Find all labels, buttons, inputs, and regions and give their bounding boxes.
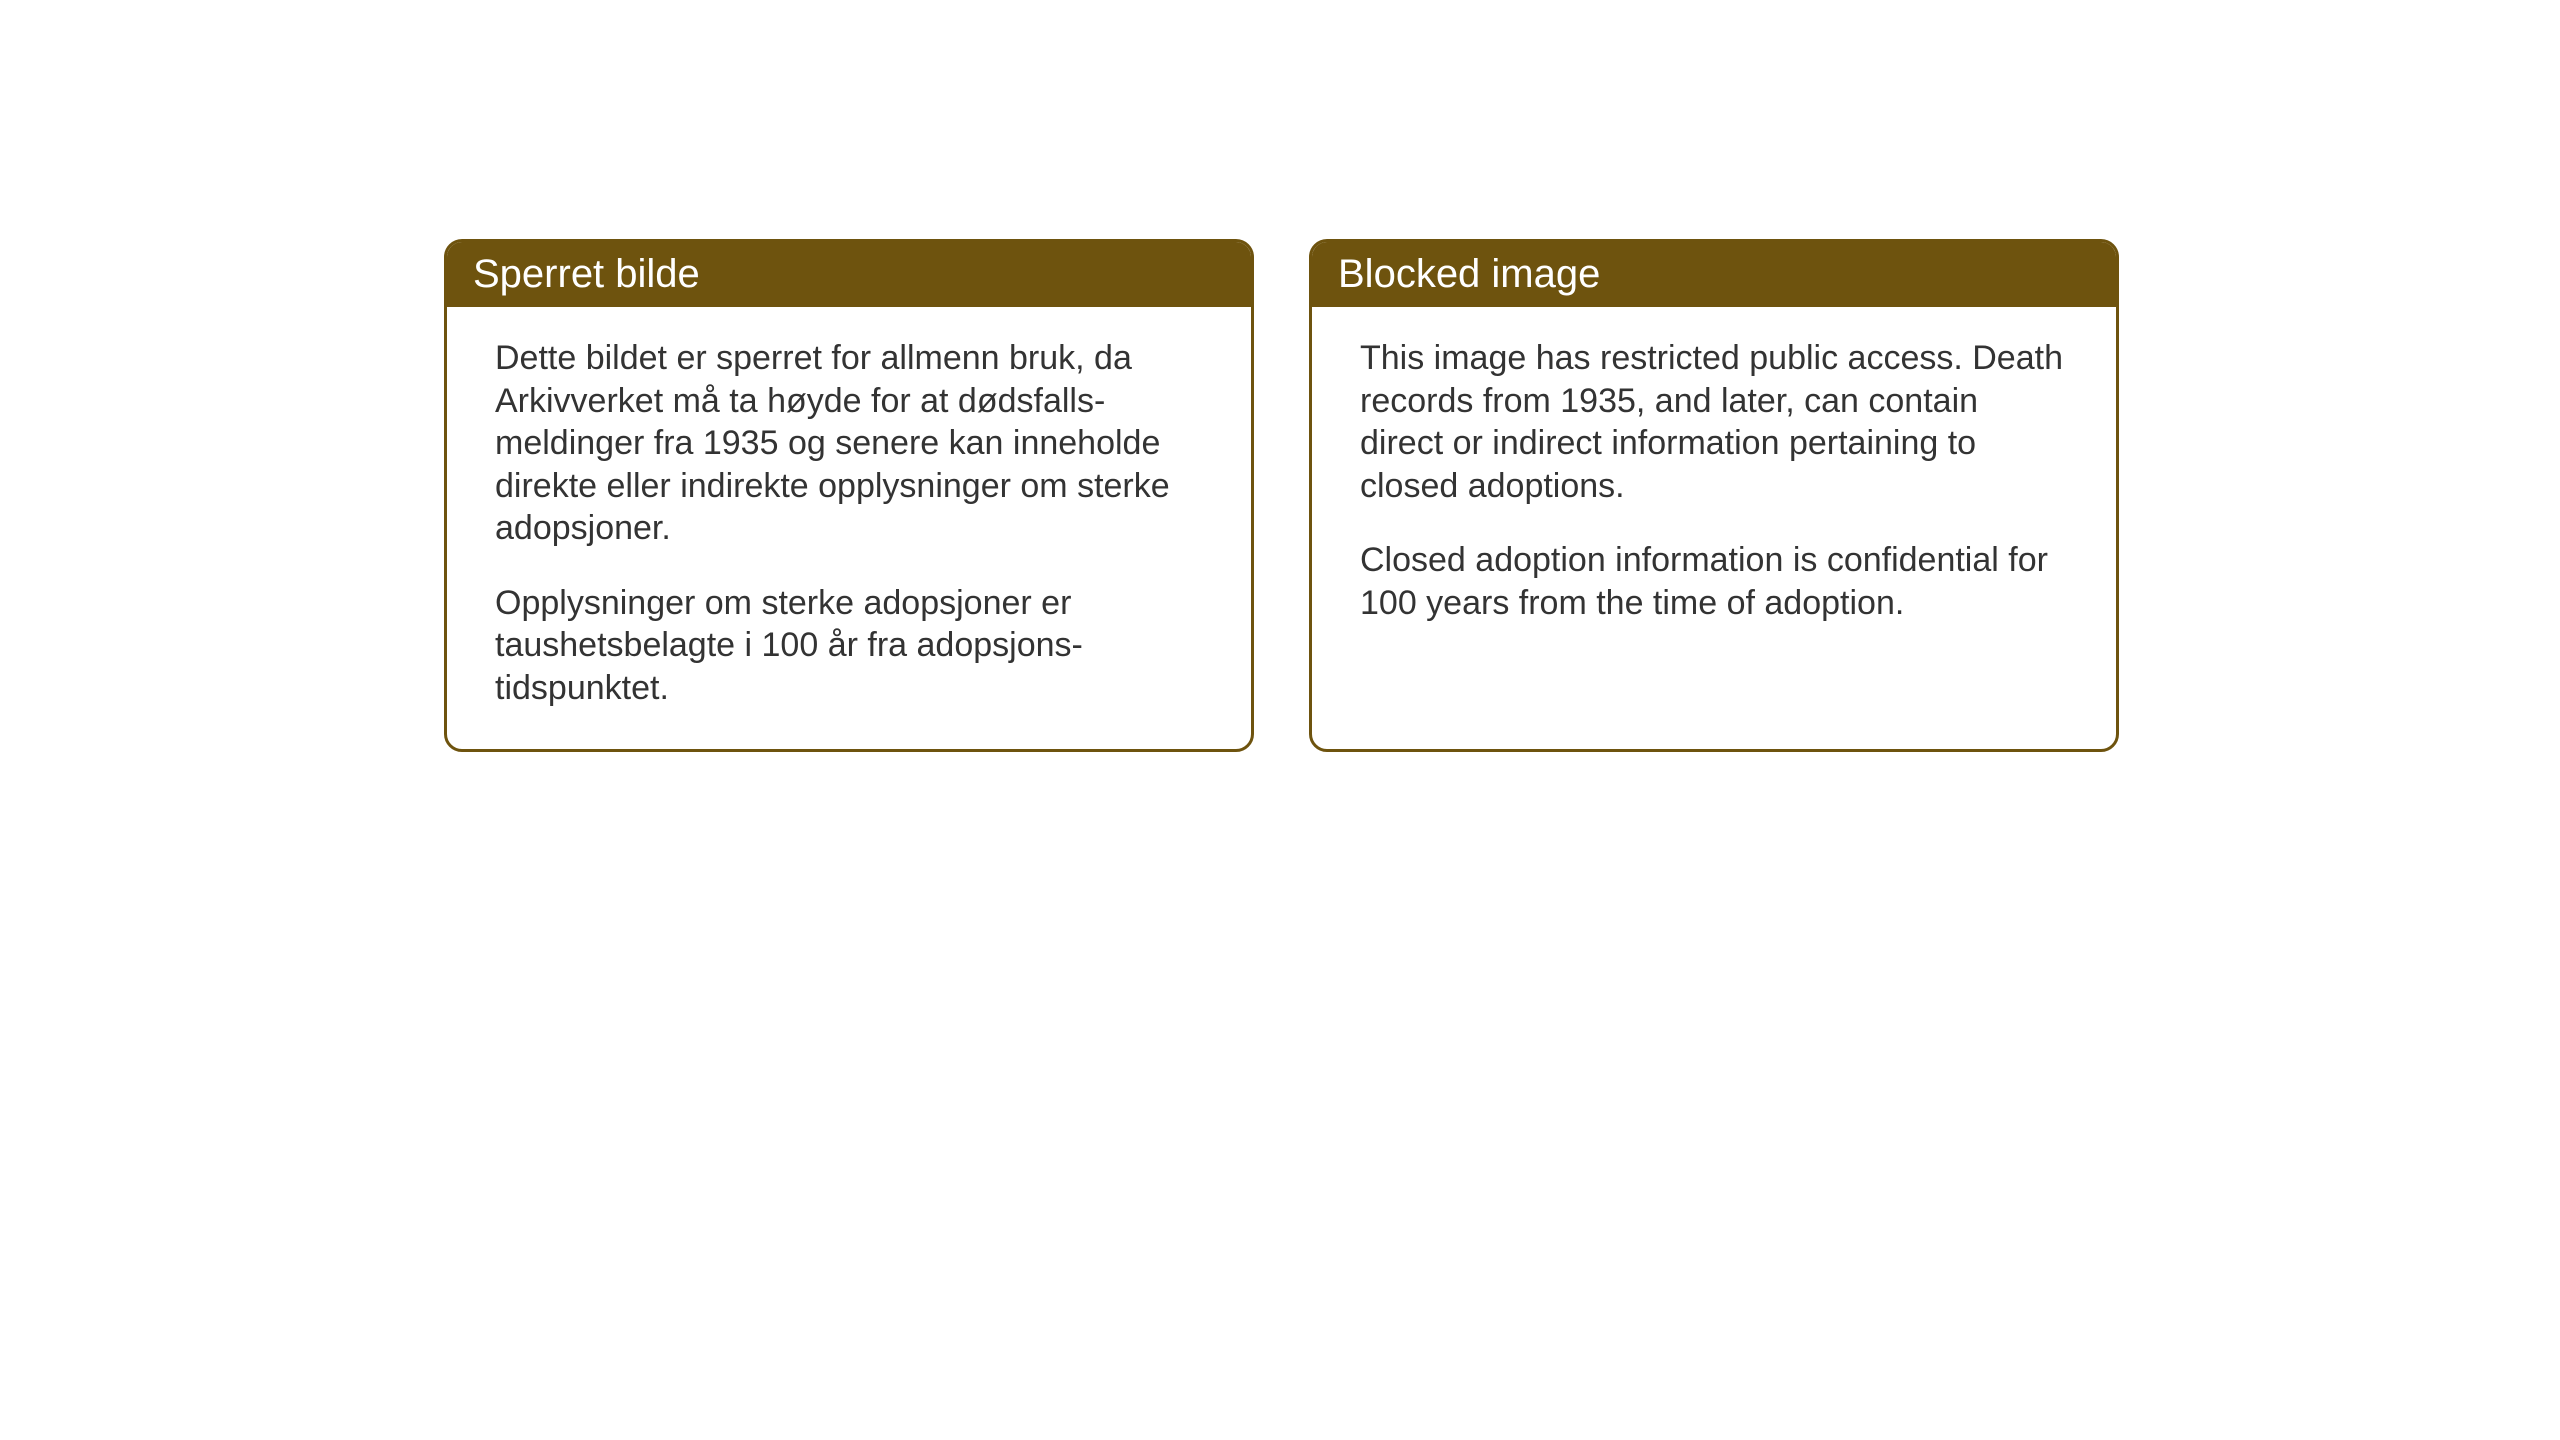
english-notice-card: Blocked image This image has restricted …	[1309, 239, 2119, 752]
norwegian-paragraph-2: Opplysninger om sterke adopsjoner er tau…	[495, 582, 1203, 710]
norwegian-notice-card: Sperret bilde Dette bildet er sperret fo…	[444, 239, 1254, 752]
english-paragraph-2: Closed adoption information is confident…	[1360, 539, 2068, 624]
english-paragraph-1: This image has restricted public access.…	[1360, 337, 2068, 507]
notice-container: Sperret bilde Dette bildet er sperret fo…	[444, 239, 2119, 752]
english-card-title: Blocked image	[1312, 242, 2116, 307]
norwegian-paragraph-1: Dette bildet er sperret for allmenn bruk…	[495, 337, 1203, 550]
norwegian-card-title: Sperret bilde	[447, 242, 1251, 307]
english-card-body: This image has restricted public access.…	[1312, 307, 2116, 664]
norwegian-card-body: Dette bildet er sperret for allmenn bruk…	[447, 307, 1251, 749]
